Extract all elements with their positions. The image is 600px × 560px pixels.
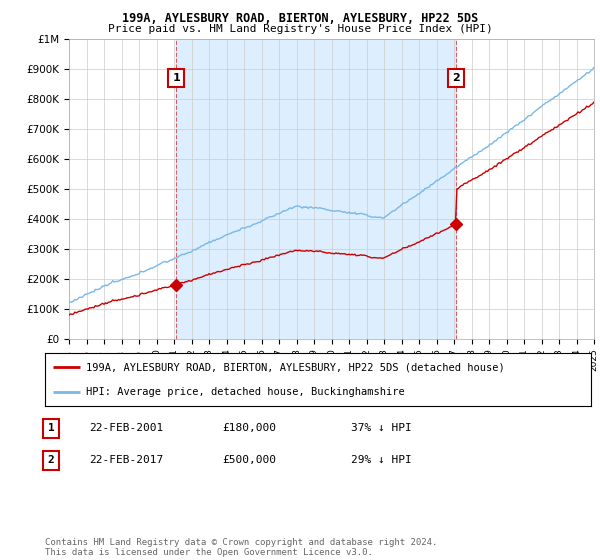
Text: £500,000: £500,000 <box>222 455 276 465</box>
Text: 37% ↓ HPI: 37% ↓ HPI <box>351 423 412 433</box>
Text: 199A, AYLESBURY ROAD, BIERTON, AYLESBURY, HP22 5DS (detached house): 199A, AYLESBURY ROAD, BIERTON, AYLESBURY… <box>86 362 505 372</box>
Text: 2: 2 <box>47 455 55 465</box>
Text: £180,000: £180,000 <box>222 423 276 433</box>
Text: 1: 1 <box>172 73 180 83</box>
Text: 29% ↓ HPI: 29% ↓ HPI <box>351 455 412 465</box>
Text: HPI: Average price, detached house, Buckinghamshire: HPI: Average price, detached house, Buck… <box>86 386 404 396</box>
Text: 22-FEB-2001: 22-FEB-2001 <box>89 423 163 433</box>
Text: Price paid vs. HM Land Registry's House Price Index (HPI): Price paid vs. HM Land Registry's House … <box>107 24 493 34</box>
Text: Contains HM Land Registry data © Crown copyright and database right 2024.
This d: Contains HM Land Registry data © Crown c… <box>45 538 437 557</box>
Bar <box>176 39 456 339</box>
Text: 22-FEB-2017: 22-FEB-2017 <box>89 455 163 465</box>
Text: 1: 1 <box>47 423 55 433</box>
Text: 2: 2 <box>452 73 460 83</box>
Text: 199A, AYLESBURY ROAD, BIERTON, AYLESBURY, HP22 5DS: 199A, AYLESBURY ROAD, BIERTON, AYLESBURY… <box>122 12 478 25</box>
